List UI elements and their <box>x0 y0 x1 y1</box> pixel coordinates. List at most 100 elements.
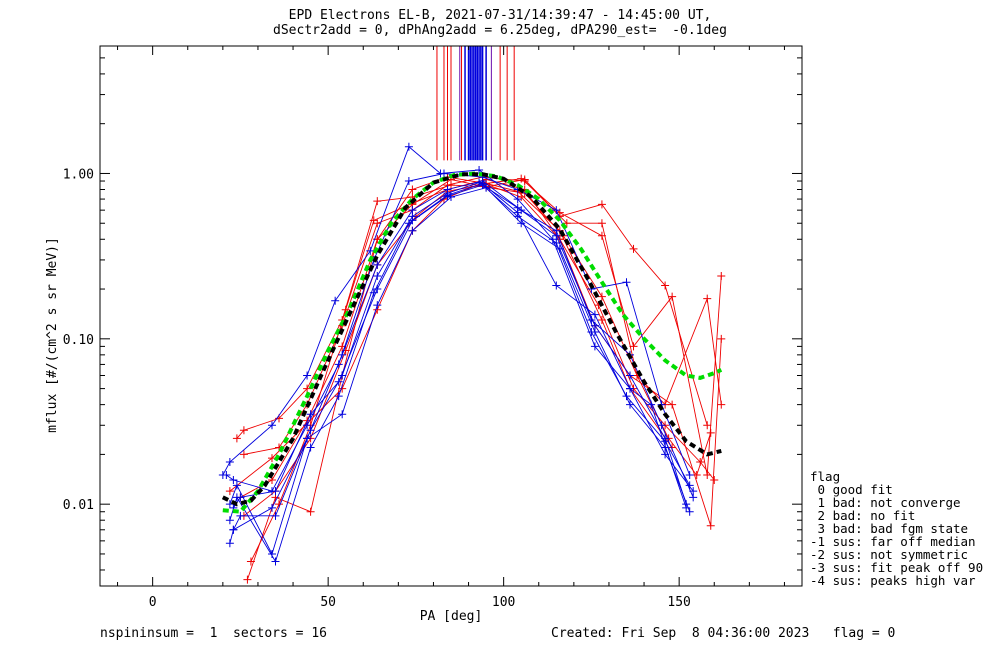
blue-series-point <box>225 516 234 525</box>
y-tick-label: 0.10 <box>63 333 94 348</box>
blue-series-point <box>229 476 238 485</box>
blue-series-point <box>366 246 375 255</box>
blue-series-point <box>334 360 343 369</box>
blue-series-point <box>590 310 599 319</box>
blue-series-point <box>552 231 561 240</box>
title-line-1: EPD Electrons EL-B, 2021-07-31/14:39:47 … <box>288 8 712 23</box>
blue-series-point <box>373 260 382 269</box>
blue-series-point <box>267 549 276 558</box>
red-series-point <box>668 292 677 301</box>
blue-series-point <box>373 271 382 280</box>
blue-series-point <box>482 183 491 192</box>
blue-series-point <box>334 392 343 401</box>
footer-created-info: Created: Fri Sep 8 04:36:00 2023 flag = … <box>551 626 896 641</box>
red-series-point <box>369 216 378 225</box>
blue-series-point <box>229 525 238 534</box>
x-tick-label: 0 <box>149 595 157 610</box>
y-axis-label: mflux [#/(cm^2 s sr MeV)] <box>45 237 60 433</box>
blue-series-point <box>373 301 382 310</box>
blue-series-point <box>338 350 347 359</box>
blue-series-point <box>404 142 413 151</box>
blue-series-point <box>513 195 522 204</box>
red-series-point <box>517 174 526 183</box>
footer-spin-info: nspininsum = 1 sectors = 16 <box>100 626 327 641</box>
axes-layer: 0 50 100 150 0.01 0.10 1.00 <box>63 45 803 610</box>
blue-series-line <box>226 173 691 492</box>
red-series-point <box>597 219 606 228</box>
blue-series-point <box>232 481 241 490</box>
blue-series-point <box>306 426 315 435</box>
blue-series-point <box>685 507 694 516</box>
red-series-point <box>710 476 719 485</box>
red-series-point <box>692 471 701 480</box>
red-series-point <box>232 434 241 443</box>
blue-series-point <box>236 493 245 502</box>
blue-series-point <box>478 179 487 188</box>
red-series-point <box>597 292 606 301</box>
black-median-curve <box>221 172 722 507</box>
red-series-point <box>303 384 312 393</box>
blue-series-point <box>303 434 312 443</box>
red-series-point <box>517 193 526 202</box>
legend-item: -3 sus: fit peak off 90 <box>810 560 984 575</box>
red-series-point <box>717 271 726 280</box>
red-series-point <box>706 428 715 437</box>
blue-series-point <box>661 450 670 459</box>
blue-series-point <box>552 281 561 290</box>
legend-item: 3 bad: bad fgm state <box>810 521 969 536</box>
legend-item: 0 good fit <box>810 482 893 497</box>
red-series-point <box>239 450 248 459</box>
red-series-point <box>668 400 677 409</box>
red-series-point <box>246 557 255 566</box>
blue-series-point <box>513 208 522 217</box>
blue-series-line <box>229 184 691 563</box>
blue-series-point <box>590 342 599 351</box>
blue-series-point <box>439 169 448 178</box>
red-series-point <box>717 400 726 409</box>
blue-series-point <box>236 511 245 520</box>
blue-series-point <box>271 511 280 520</box>
green-fit-curve <box>222 171 723 514</box>
blue-series-point <box>373 285 382 294</box>
legend-item: 2 bad: no fit <box>810 508 916 523</box>
blue-series-point <box>622 392 631 401</box>
blue-series-point <box>685 481 694 490</box>
red-series-point <box>597 231 606 240</box>
blue-series-point <box>225 457 234 466</box>
red-series-point <box>706 521 715 530</box>
blue-series-point <box>657 421 666 430</box>
blue-series-line <box>229 180 694 556</box>
blue-series-point <box>306 410 315 419</box>
blue-series-point <box>443 191 452 200</box>
red-series-line <box>236 179 708 439</box>
blue-series-point <box>408 216 417 225</box>
red-series-point <box>696 457 705 466</box>
legend-item: 1 bad: not converge <box>810 495 961 510</box>
blue-series-point <box>225 539 234 548</box>
red-series-point <box>703 421 712 430</box>
x-axis-label: PA [deg] <box>420 609 483 624</box>
blue-series-point <box>222 471 231 480</box>
red-series-point <box>629 244 638 253</box>
blue-series-point <box>517 219 526 228</box>
red-series-point <box>597 200 606 209</box>
red-series-point <box>225 487 234 496</box>
blue-series-point <box>271 487 280 496</box>
legend-title: flag <box>810 469 841 484</box>
blue-series-point <box>338 410 347 419</box>
x-tick-label: 100 <box>492 595 515 610</box>
red-series-point <box>243 575 252 584</box>
flag-legend: flag 0 good fit 1 bad: not converge 2 ba… <box>810 470 983 587</box>
y-tick-label: 0.01 <box>63 498 94 513</box>
blue-series-point <box>404 177 413 186</box>
y-tick-label: 1.00 <box>63 167 94 182</box>
legend-item: -1 sus: far off median <box>810 534 976 549</box>
blue-series-point <box>552 206 561 215</box>
blue-series-point <box>548 235 557 244</box>
red-series-point <box>703 294 712 303</box>
blue-series-point <box>590 327 599 336</box>
blue-series-point <box>331 296 340 305</box>
blue-series-point <box>626 400 635 409</box>
red-series-line <box>243 183 715 517</box>
